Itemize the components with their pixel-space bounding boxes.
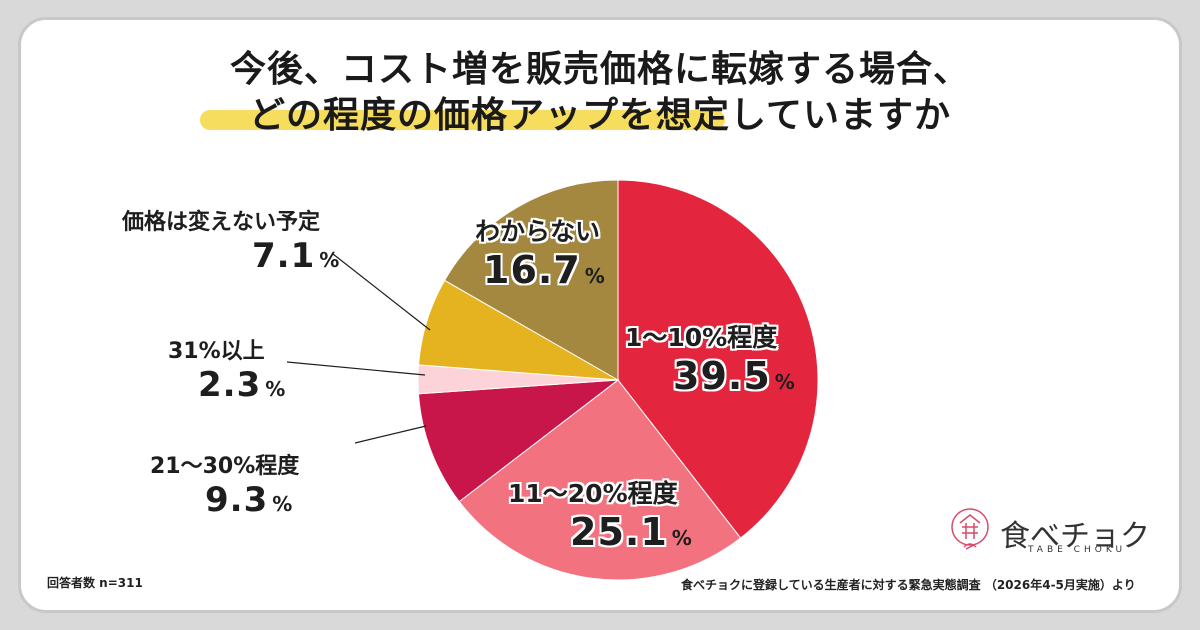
label-no-change-value: 7.1 bbox=[252, 236, 316, 276]
label-11-20-unit: % bbox=[671, 526, 692, 550]
label-no-change: 価格は変えない予定 7.1% bbox=[122, 204, 339, 276]
label-1-10-value: 39.5 bbox=[673, 354, 771, 398]
logo-name: 食べチョク bbox=[1000, 519, 1150, 554]
chart-title-line1: 今後、コスト増を販売価格に転嫁する場合、 bbox=[229, 49, 970, 90]
label-no-change-unit: % bbox=[319, 248, 340, 272]
pie-slice-unknown bbox=[443, 179, 619, 381]
source-note: 食べチョクに登録している生産者に対する緊急実態調査 （2026年4-5月実施）よ… bbox=[681, 578, 1136, 592]
label-31-plus-unit: % bbox=[265, 377, 286, 401]
label-21-30: 21〜30%程度 9.3% bbox=[150, 448, 299, 520]
label-1-10-name: 1〜10%程度 bbox=[625, 323, 778, 352]
label-1-10: 1〜10%程度 39.5% bbox=[625, 318, 795, 398]
label-21-30-value: 9.3 bbox=[205, 480, 269, 520]
logo-sub: TABE CHOKU bbox=[1028, 545, 1127, 555]
leader-line-no-change bbox=[332, 253, 431, 331]
label-31-plus-name: 31%以上 bbox=[168, 339, 265, 364]
sample-size: 回答者数 n=311 bbox=[47, 576, 143, 590]
label-11-20-value: 25.1 bbox=[570, 510, 668, 554]
leader-line-31-plus bbox=[286, 361, 426, 376]
label-31-plus-value: 2.3 bbox=[198, 365, 262, 405]
label-1-10-unit: % bbox=[774, 370, 795, 394]
label-11-20-name: 11〜20%程度 bbox=[508, 479, 678, 508]
label-21-30-unit: % bbox=[272, 492, 293, 516]
label-unknown-value: 16.7 bbox=[483, 248, 581, 292]
label-21-30-name: 21〜30%程度 bbox=[150, 454, 300, 479]
leader-line-21-30 bbox=[354, 425, 427, 444]
pie-slice-11-20 bbox=[458, 379, 742, 581]
chart-title-line2: どの程度の価格アップを想定していますか bbox=[249, 95, 951, 136]
label-no-change-name: 価格は変えない予定 bbox=[122, 210, 321, 235]
title-highlight bbox=[200, 110, 725, 130]
pie-slice-1-10 bbox=[617, 179, 819, 539]
pie-slice-21-30 bbox=[417, 379, 620, 503]
tabechoku-logo-icon bbox=[951, 508, 989, 550]
label-unknown-unit: % bbox=[584, 264, 605, 288]
label-11-20: 11〜20%程度 25.1% bbox=[508, 474, 692, 554]
label-unknown: わからない 16.7% bbox=[475, 212, 605, 292]
label-31-plus: 31%以上 2.3% bbox=[168, 333, 285, 405]
label-unknown-name: わからない bbox=[475, 217, 601, 246]
